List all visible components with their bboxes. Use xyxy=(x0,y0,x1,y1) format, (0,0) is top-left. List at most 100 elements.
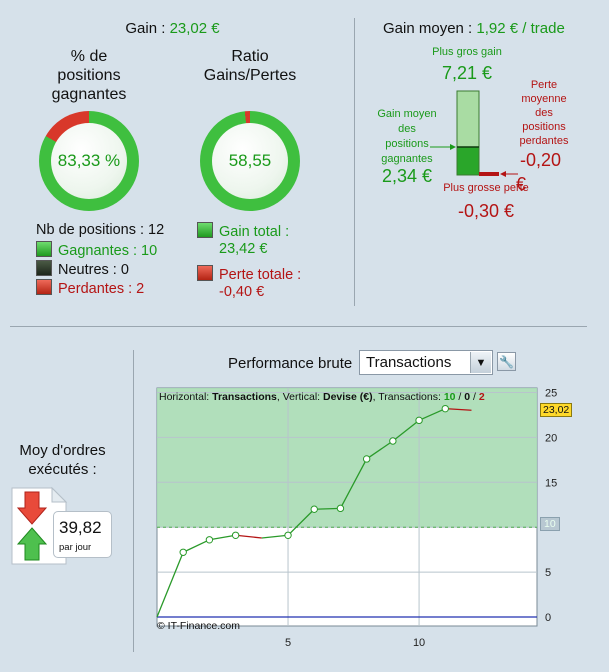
data-point xyxy=(284,531,292,539)
settings-button[interactable]: 🔧 xyxy=(497,352,516,371)
legend-perdantes-label: Perdantes : 2 xyxy=(58,281,145,297)
average-value-tag: 10 xyxy=(540,517,560,531)
legend-gagnantes: Gagnantes : 10 xyxy=(36,241,157,259)
chart-header-text: Devise (€) xyxy=(323,391,373,403)
max-loss-label: Plus grosse perte xyxy=(443,182,529,194)
avg-loss-label-line: positions xyxy=(522,121,566,133)
data-point xyxy=(362,455,371,463)
data-point xyxy=(336,504,345,513)
win-pct-value: 83,33 % xyxy=(51,123,127,199)
arrow-up-icon xyxy=(16,527,48,561)
avg-loss-unit: € xyxy=(516,174,527,194)
series-line-segment xyxy=(339,458,368,509)
data-point xyxy=(389,437,397,445)
series-line-segment xyxy=(261,534,289,539)
x-tick-label: 5 xyxy=(285,637,291,649)
performance-label: Performance brute xyxy=(228,355,353,372)
chart-header-win-count: 10 xyxy=(443,391,456,403)
chevron-down-icon[interactable]: ▼ xyxy=(470,352,491,373)
avg-win-label-line: des xyxy=(398,123,416,135)
perte-totale-label: Perte totale : xyxy=(219,267,302,283)
max-loss-value: -0,30 € xyxy=(457,201,515,221)
series-line-segment xyxy=(314,507,341,510)
legend-neutres: Neutres : 0 xyxy=(36,260,129,278)
chart-header-text: , Transactions: xyxy=(372,391,444,403)
y-tick-label: 0 xyxy=(545,612,551,624)
series-line-segment xyxy=(182,539,210,553)
max-gain-value: 7,21 € xyxy=(441,63,493,83)
performance-chart: 0510152025510 xyxy=(156,387,557,649)
gain-total: Gain total : xyxy=(197,222,289,240)
ratio-donut: 58,55 xyxy=(200,111,300,211)
orders-label: Moy d'ordres exécutés : xyxy=(5,441,120,479)
data-point xyxy=(205,536,214,544)
data-point xyxy=(441,404,449,413)
legend-neutres-label: Neutres : 0 xyxy=(58,262,129,278)
y-tick-label: 20 xyxy=(545,432,557,444)
avg-win-bar xyxy=(456,146,480,176)
orders-label-line: Moy d'ordres xyxy=(19,442,106,459)
avg-gain-bar-graphic xyxy=(430,90,518,177)
green-square-icon xyxy=(197,222,213,238)
series-line-segment xyxy=(209,534,236,541)
performance-select[interactable]: Transactions ▼ xyxy=(359,350,493,375)
gain-value: 23,02 € xyxy=(169,20,220,37)
avg-loss-label-line: perdantes xyxy=(519,135,569,147)
ratio-title-line: Ratio xyxy=(231,48,269,65)
chart-header-text: Horizontal: xyxy=(159,391,213,403)
chart-header: Horizontal: Transactions, Vertical: Devi… xyxy=(159,391,485,403)
avg-win-label-line: Gain moyen xyxy=(377,108,437,120)
avg-loss-label-line: Perte xyxy=(530,79,558,91)
avg-win-label-line: positions xyxy=(385,138,429,150)
chart-header-neutral-count: 0 xyxy=(464,391,471,403)
series-line-segment xyxy=(392,419,420,442)
legend-gagnantes-label: Gagnantes : 10 xyxy=(58,243,158,259)
avg-gain-summary: Gain moyen : 1,92 € / trade xyxy=(383,20,565,37)
red-square-icon xyxy=(197,265,213,281)
gain-total-value: 23,42 € xyxy=(219,241,268,257)
performance-select-value: Transactions xyxy=(366,354,452,371)
series-line-segment xyxy=(418,408,446,421)
above-average-area xyxy=(157,388,537,528)
avg-loss-value: -0,20 xyxy=(520,150,562,170)
series-line-segment xyxy=(287,508,315,536)
data-point xyxy=(179,548,187,556)
vertical-divider xyxy=(133,350,134,652)
avg-loss-label-line: moyenne xyxy=(521,93,567,105)
wrench-icon: 🔧 xyxy=(499,354,514,369)
vertical-divider xyxy=(354,18,355,306)
data-point xyxy=(310,505,318,513)
red-square-icon xyxy=(36,279,52,295)
avg-gain-label: Gain moyen : xyxy=(383,20,473,37)
ratio-title-line: Gains/Pertes xyxy=(203,67,297,84)
avg-gain-value: 1,92 € / trade xyxy=(476,20,565,37)
data-point xyxy=(231,531,240,539)
win-pct-title: % de positions gagnantes xyxy=(30,47,148,104)
chart-header-text: / xyxy=(455,391,465,403)
orders-value-box: 39,82 par jour xyxy=(53,511,112,558)
orders-unit: par jour xyxy=(59,542,92,553)
arrow-left-icon xyxy=(500,171,506,177)
ratio-value: 58,55 xyxy=(212,123,288,199)
dark-square-icon xyxy=(36,260,52,276)
series-line-segment xyxy=(156,552,184,618)
avg-loss-label-line: des xyxy=(535,107,553,119)
green-square-icon xyxy=(36,241,52,257)
positions-count: Nb de positions : 12 xyxy=(36,222,165,238)
win-pct-title-line: gagnantes xyxy=(51,86,127,103)
series-line-segment xyxy=(366,440,394,460)
win-pct-donut: 83,33 % xyxy=(39,111,139,211)
avg-win-value: 2,34 € xyxy=(382,166,433,186)
y-tick-label: 15 xyxy=(545,477,557,489)
arrow-right-icon xyxy=(450,144,456,150)
avg-win-label-line: gagnantes xyxy=(381,153,433,165)
chart-copyright: © IT-Finance.com xyxy=(157,620,241,632)
legend-perdantes: Perdantes : 2 xyxy=(36,279,144,297)
win-pct-title-line: % de xyxy=(70,48,108,65)
chart-header-text: / xyxy=(470,391,479,403)
avg-loss-bar xyxy=(479,172,499,176)
arrow-down-icon xyxy=(16,491,48,525)
gain-total-label: Gain total : xyxy=(219,224,290,240)
avg-loss-label: Perte moyenne des positions perdantes xyxy=(514,78,574,148)
perte-totale: Perte totale : xyxy=(197,265,301,283)
